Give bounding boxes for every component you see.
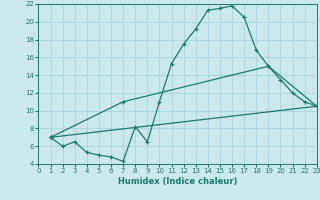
X-axis label: Humidex (Indice chaleur): Humidex (Indice chaleur) bbox=[118, 177, 237, 186]
